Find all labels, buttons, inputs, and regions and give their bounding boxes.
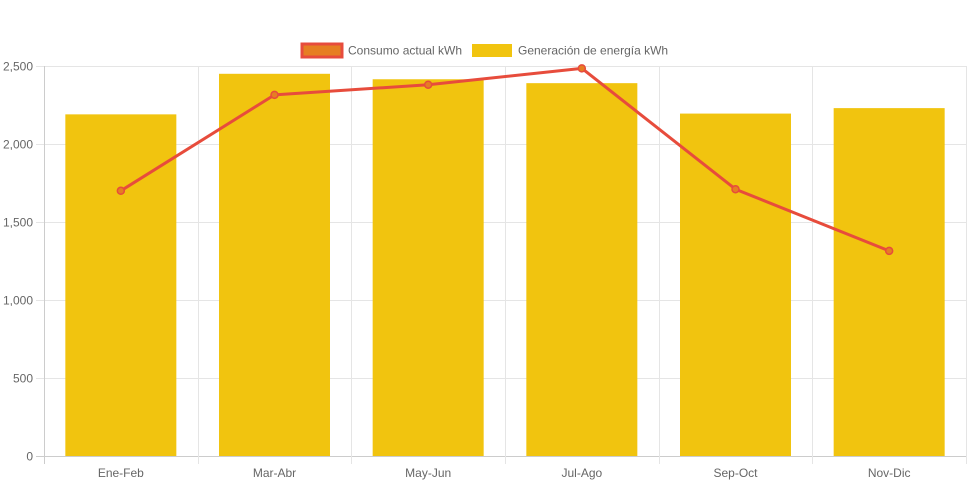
point-consumo[interactable] [577, 64, 587, 73]
x-tick-label: Nov-Dic [868, 466, 911, 480]
bar-generacion[interactable] [65, 114, 177, 457]
x-tick-label: Mar-Abr [253, 466, 296, 480]
bar-series [65, 73, 945, 457]
line-series [116, 64, 894, 256]
point-consumo[interactable] [270, 90, 279, 100]
legend-item-generacion[interactable]: Generación de energía kWh [472, 44, 668, 58]
line-consumo [120, 66, 890, 253]
y-tick-label: 2,500 [3, 60, 33, 74]
legend-swatch-generacion [472, 44, 512, 57]
y-tick-label: 500 [13, 372, 33, 386]
legend-swatch-consumo [300, 42, 344, 59]
bar-generacion[interactable] [833, 108, 945, 457]
x-tick-label: May-Jun [405, 466, 451, 480]
point-consumo[interactable] [116, 186, 126, 196]
legend: Consumo actual kWh Generación de energía… [300, 42, 668, 59]
y-tick-label: 2,000 [3, 138, 33, 152]
grid [36, 66, 967, 464]
y-tick-label: 1,500 [3, 216, 33, 230]
y-tick-label: 0 [26, 450, 33, 464]
bar-generacion[interactable] [526, 83, 638, 456]
x-tick-label: Sep-Oct [713, 466, 758, 480]
y-tick-label: 1,000 [3, 294, 33, 308]
axes: 0 500 1,000 1,500 2,000 2,500 Ene-Feb Mar-Abr Ma… [3, 60, 911, 481]
bar-generacion[interactable] [680, 113, 791, 456]
bar-generacion[interactable] [372, 79, 484, 456]
point-consumo[interactable] [731, 184, 740, 194]
point-consumo[interactable] [423, 80, 433, 89]
x-tick-label: Ene-Feb [98, 466, 144, 480]
x-tick-label: Jul-Ago [561, 466, 602, 480]
legend-label-consumo: Consumo actual kWh [348, 44, 462, 58]
legend-label-generacion: Generación de energía kWh [518, 44, 668, 58]
legend-item-consumo[interactable]: Consumo actual kWh [300, 42, 462, 59]
point-consumo[interactable] [884, 246, 894, 256]
bar-generacion[interactable] [219, 73, 330, 457]
